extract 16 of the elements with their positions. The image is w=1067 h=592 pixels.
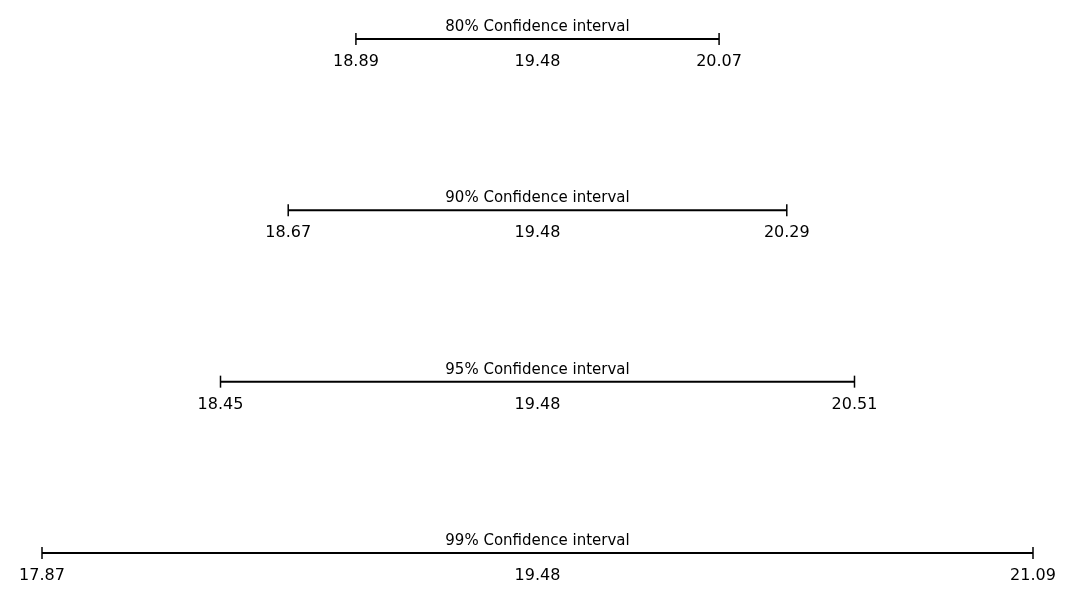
data-label: 20.51 [831, 393, 878, 413]
data-label: 21.09 [1010, 565, 1056, 584]
category-label: 99% Confidence interval [445, 531, 630, 549]
data-label: 20.07 [696, 51, 742, 70]
data-label: 18.45 [197, 393, 244, 413]
data-label: 18.67 [265, 222, 312, 242]
data-label: 17.87 [19, 565, 65, 584]
category-label: 90% Confidence interval [445, 188, 630, 207]
data-label: 18.89 [333, 51, 379, 70]
data-label: 19.48 [514, 393, 561, 413]
data-label: 20.29 [763, 222, 810, 242]
data-label: 19.48 [514, 565, 561, 584]
data-label: 19.48 [514, 222, 561, 242]
category-label: 80% Confidence interval [445, 17, 630, 35]
category-label: 95% Confidence interval [445, 359, 630, 378]
data-label: 19.48 [514, 51, 561, 70]
